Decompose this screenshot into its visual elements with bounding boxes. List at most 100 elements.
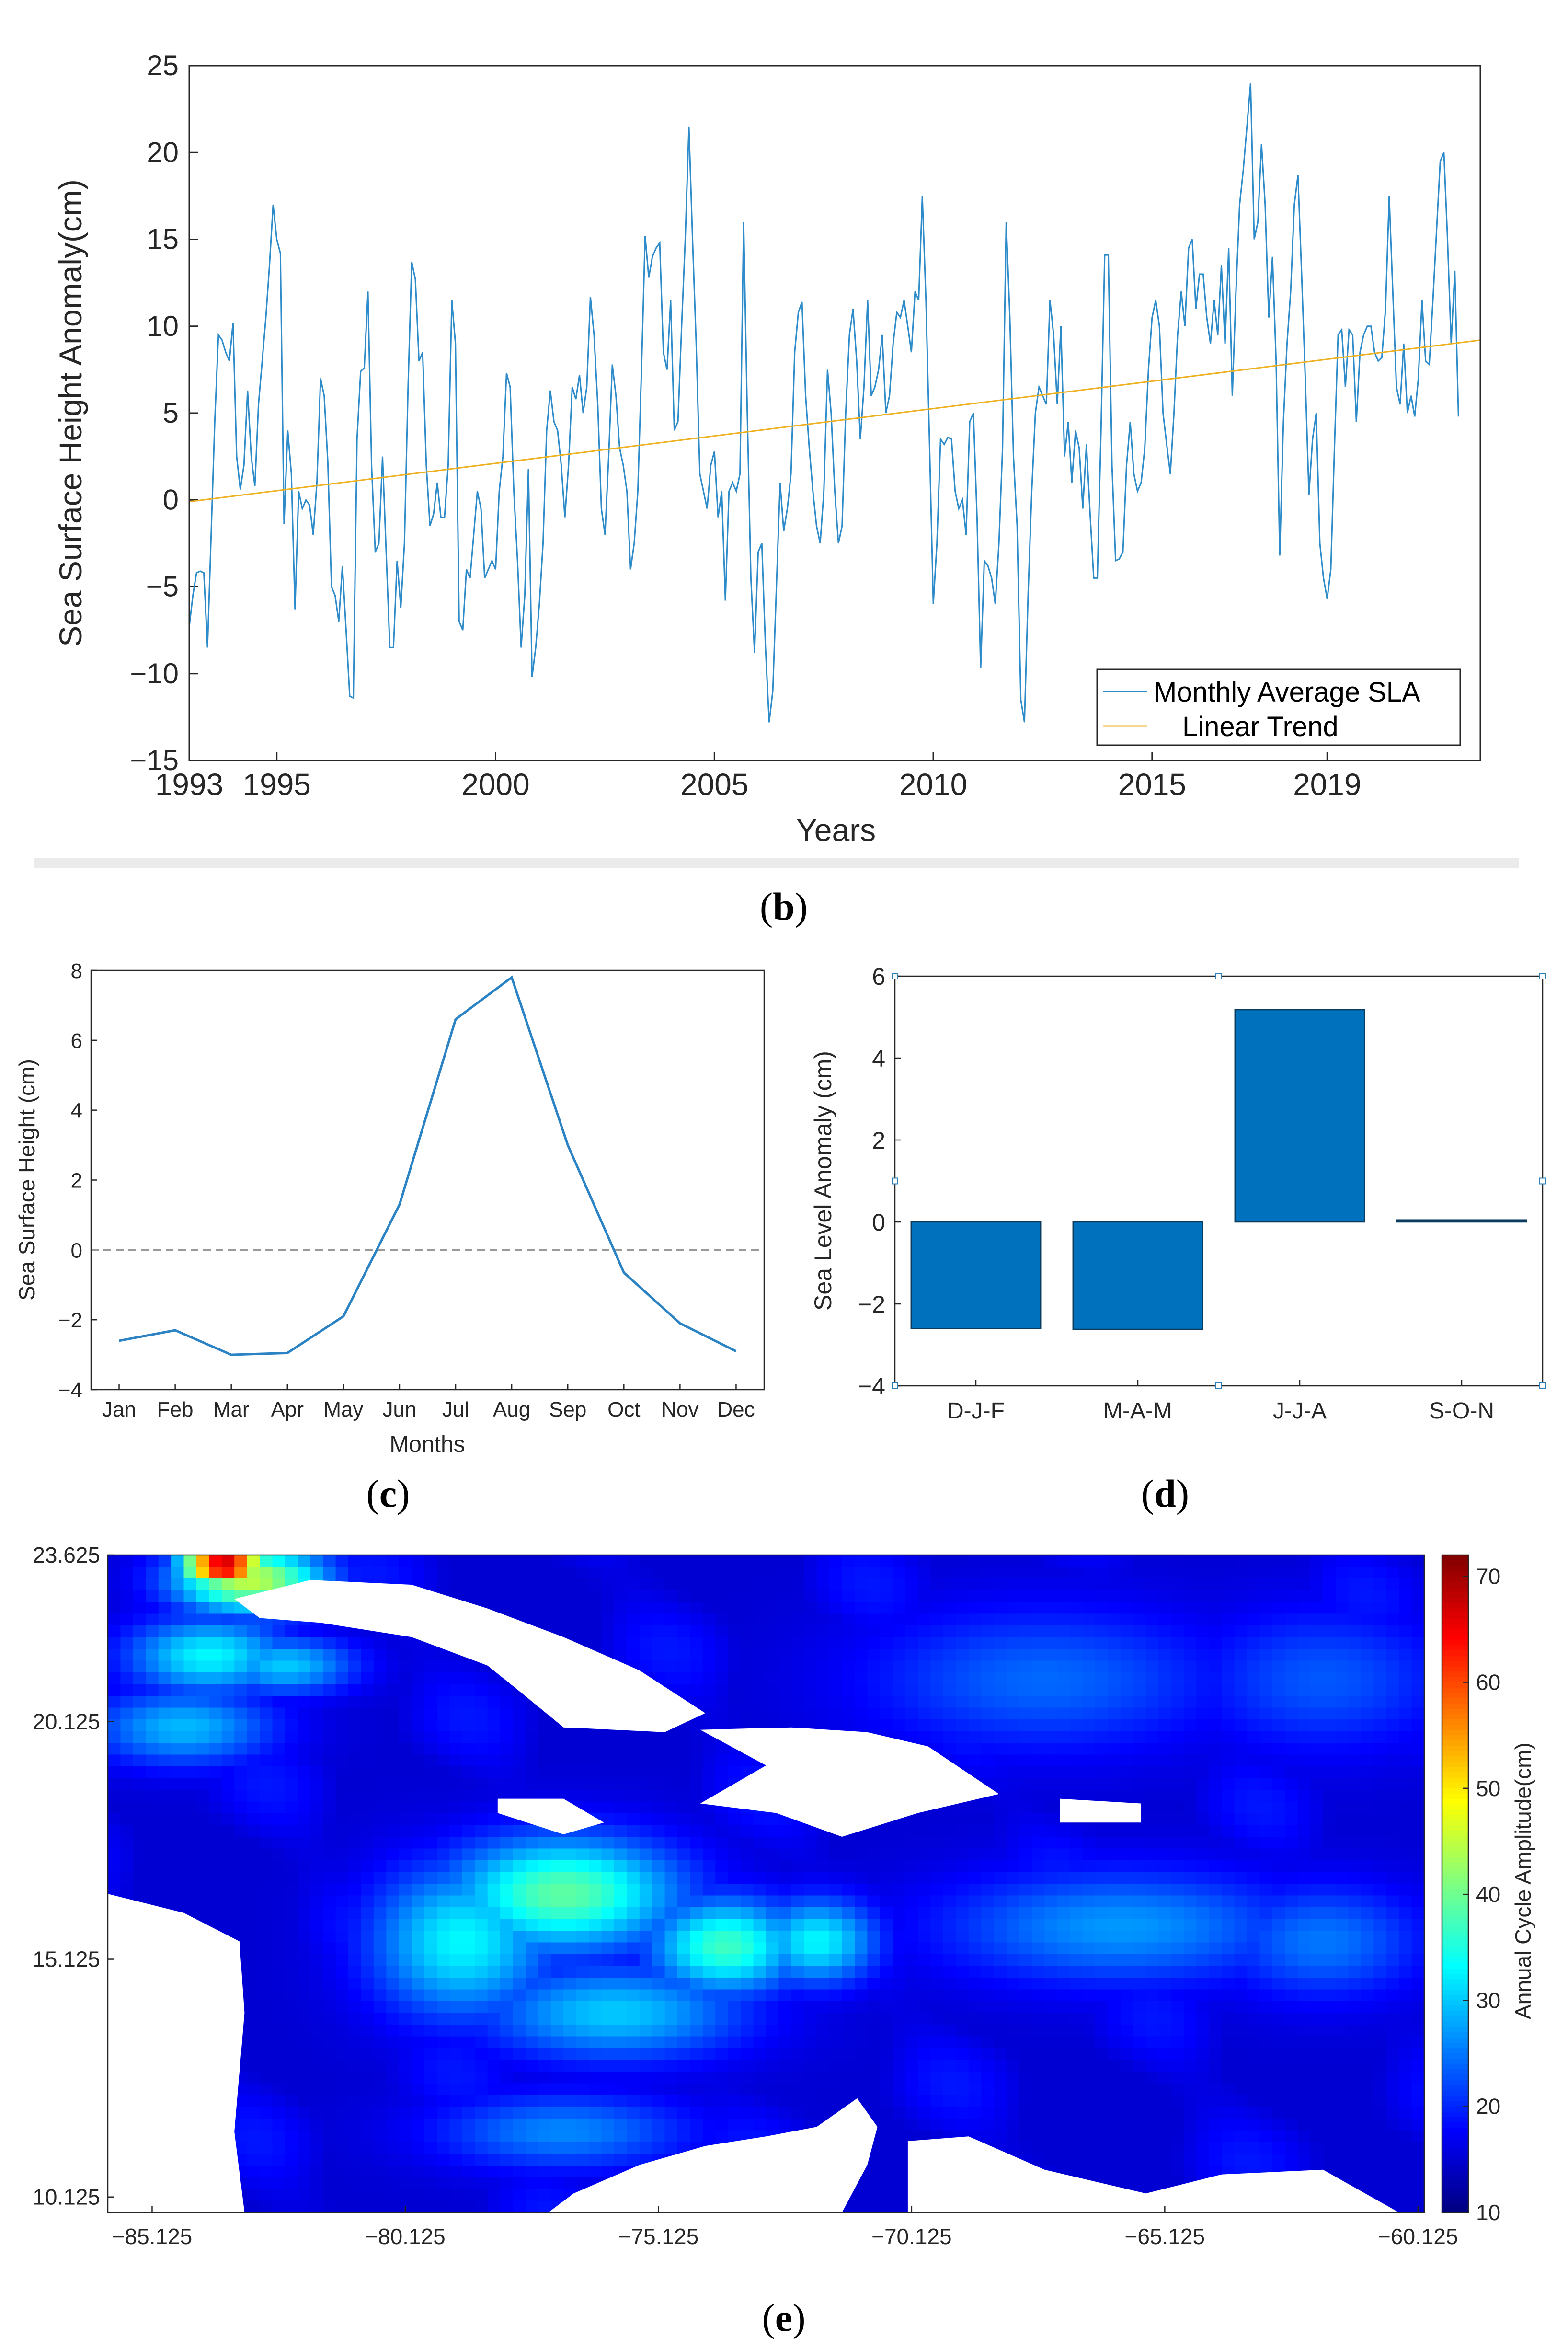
chart-e-heat-cell	[526, 1966, 539, 1978]
chart-e-heat-cell	[1323, 1649, 1336, 1661]
chart-e-heat-cell	[1222, 1684, 1235, 1696]
chart-e-heat-cell	[335, 1978, 349, 1990]
chart-e-heat-cell	[1095, 1942, 1109, 1955]
chart-e-heat-cell	[816, 1895, 830, 1908]
chart-e-heat-cell	[538, 1754, 551, 1767]
chart-e-heat-cell	[1031, 1825, 1045, 1837]
chart-e-heat-cell	[1336, 1931, 1349, 1943]
chart-e-heat-cell	[158, 1872, 172, 1884]
chart-e-heat-cell	[690, 1954, 703, 1967]
chart-e-heat-cell	[1070, 1602, 1083, 1614]
chart-e-heat-cell	[1386, 1637, 1399, 1649]
chart-e-heat-cell	[183, 1672, 197, 1685]
chart-e-heat-cell	[1222, 1989, 1235, 2002]
chart-e-heat-cell	[1133, 1884, 1146, 1896]
chart-e-heat-cell	[867, 2083, 881, 2096]
chart-e-heat-cell	[741, 1590, 754, 1602]
chart-e-heat-cell	[437, 1790, 450, 1802]
chart-e-heat-cell	[234, 1919, 248, 1931]
chart-e-heat-cell	[260, 1872, 273, 1884]
chart-e-heat-cell	[335, 1942, 349, 1955]
chart-e-heat-cell	[1019, 1954, 1032, 1967]
chart-e-heat-cell	[918, 2036, 931, 2049]
chart-e-heat-cell	[1158, 2095, 1172, 2108]
chart-e-heat-cell	[1209, 1790, 1222, 1802]
chart-e-heat-cell	[424, 1989, 437, 2002]
chart-e-heat-cell	[943, 1919, 957, 1931]
chart-e-heat-cell	[842, 1989, 855, 2002]
chart-e-heat-cell	[930, 1731, 944, 1743]
chart-e-heat-cell	[893, 1613, 906, 1626]
chart-e-heat-cell	[1044, 1602, 1058, 1614]
chart-e-heat-cell	[1019, 1884, 1032, 1896]
chart-e-heat-cell	[867, 1660, 881, 1673]
chart-e-heat-cell	[1361, 2060, 1374, 2072]
chart-e-heat-cell	[1133, 1731, 1146, 1743]
chart-e-heat-cell	[526, 1884, 539, 1896]
chart-e-heat-cell	[753, 2036, 767, 2049]
chart-e-heat-cell	[842, 1637, 855, 1649]
chart-e-heat-cell	[1184, 1660, 1197, 1673]
chart-e-heat-cell	[526, 1860, 539, 1873]
chart-e-heat-cell	[930, 1613, 944, 1626]
chart-e-heat-cell	[487, 1954, 501, 1967]
chart-e-heat-cell	[816, 1660, 830, 1673]
chart-e-heat-cell	[639, 1989, 652, 2002]
chart-e-heat-cell	[462, 1672, 475, 1685]
chart-e-heat-cell	[968, 2036, 982, 2049]
chart-e-heat-cell	[1222, 2083, 1235, 2096]
chart-e-heat-cell	[1158, 1801, 1172, 1814]
panel-separator	[34, 858, 1519, 868]
chart-e-heat-cell	[842, 1848, 855, 1861]
chart-e-heat-cell	[968, 1555, 982, 1567]
chart-e-heat-cell	[1209, 1660, 1222, 1673]
chart-e-heat-cell	[778, 1989, 792, 2002]
chart-e-heat-cell	[968, 2048, 982, 2061]
chart-e-heat-cell	[1234, 1613, 1248, 1626]
chart-e-heat-cell	[335, 1989, 349, 2002]
chart-e-heat-cell	[867, 2072, 881, 2084]
chart-e-heat-cell	[867, 1942, 881, 1955]
chart-e-heat-cell	[335, 1754, 349, 1767]
chart-e-heat-cell	[234, 1578, 248, 1591]
chart-e-heat-cell	[1044, 1649, 1058, 1661]
chart-e-heat-cell	[323, 1696, 336, 1708]
chart-e-heat-cell	[1272, 1907, 1286, 1920]
chart-e-heat-cell	[108, 1578, 121, 1591]
chart-e-heat-cell	[120, 1613, 134, 1626]
chart-e-heat-cell	[462, 1872, 475, 1884]
chart-e-heat-cell	[1171, 1837, 1184, 1849]
chart-e-heat-cell	[956, 2025, 969, 2037]
chart-e-heat-cell	[1272, 2013, 1286, 2025]
chart-e-heat-cell	[981, 1978, 995, 1990]
chart-e-heat-cell	[487, 1989, 501, 2002]
chart-e-heat-cell	[1019, 1719, 1032, 1732]
chart-e-heat-cell	[968, 1942, 982, 1955]
chart-e-heat-cell	[880, 1872, 893, 1884]
chart-e-heat-cell	[449, 2013, 463, 2025]
chart-d-bar	[1396, 1219, 1527, 1223]
chart-e-heat-cell	[1171, 1931, 1184, 1943]
chart-e-heat-cell	[487, 1978, 501, 1990]
chart-e-heat-cell	[260, 1801, 273, 1814]
chart-e-heat-cell	[1070, 1954, 1083, 1967]
chart-e-heat-cell	[335, 1813, 349, 1826]
chart-e-heat-cell	[1171, 1872, 1184, 1884]
chart-e-heat-cell	[171, 1602, 184, 1614]
chart-e-heat-cell	[196, 1754, 210, 1767]
chart-e-heat-cell	[1120, 1978, 1133, 1990]
chart-e-heat-cell	[652, 1966, 665, 1978]
chart-e-heat-cell	[741, 1660, 754, 1673]
chart-e-heat-cell	[664, 1954, 678, 1967]
chart-e-heat-cell	[424, 2025, 437, 2037]
chart-e-heat-cell	[563, 1567, 577, 1579]
chart-e-heat-cell	[475, 2083, 488, 2096]
chart-e-heat-cell	[943, 1602, 957, 1614]
chart-e-heat-cell	[449, 1837, 463, 1849]
chart-e-heat-cell	[893, 1895, 906, 1908]
chart-e-heat-cell	[1399, 1813, 1412, 1826]
chart-e-heat-cell	[956, 1719, 969, 1732]
chart-e-heat-cell	[766, 2025, 779, 2037]
chart-e-heat-cell	[1044, 2060, 1058, 2072]
chart-e-heat-cell	[918, 2048, 931, 2061]
